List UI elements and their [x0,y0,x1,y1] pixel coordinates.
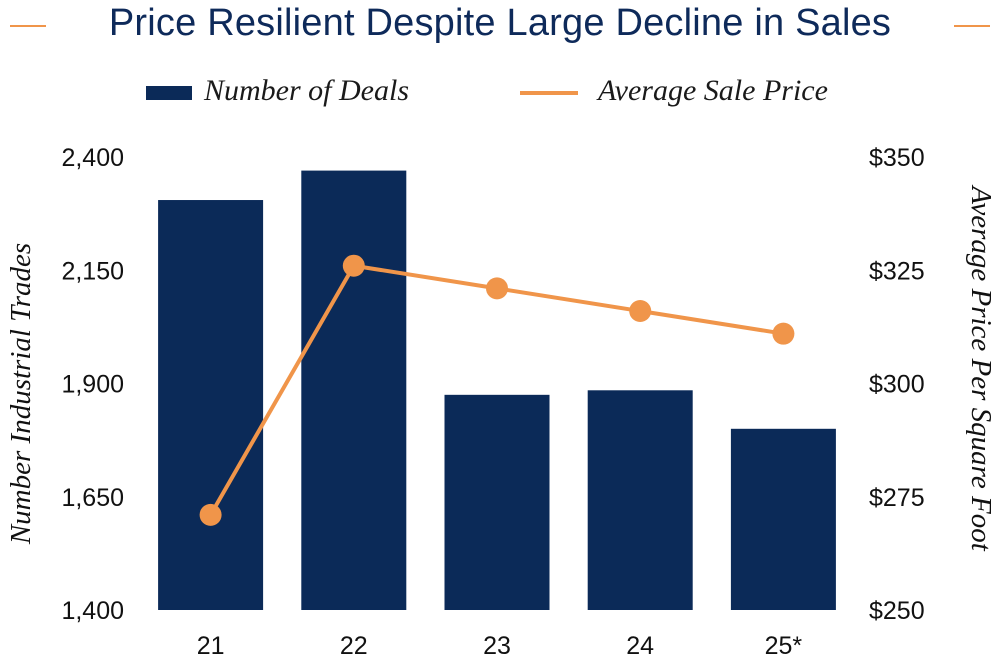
bar-23 [444,394,550,610]
title-dash-right [954,25,990,27]
price-point-23 [486,277,508,300]
legend-swatch-line [520,91,578,95]
y-right-tick: $325 [869,257,925,285]
legend-swatch-bar [146,86,192,100]
y-left-tick: 1,650 [61,484,124,512]
price-point-22 [342,254,365,277]
x-tick: 24 [626,632,654,660]
chart-title: Price Resilient Despite Large Decline in… [108,2,892,44]
x-tick: 21 [197,632,225,660]
x-tick: 22 [340,632,368,660]
legend-label-deals: Number of Deals [204,74,409,107]
y-right-tick: $250 [869,597,925,625]
bar-25* [730,428,836,610]
title-dash-left [10,25,46,27]
y-left-tick: 2,150 [61,257,124,285]
legend-label-price: Average Sale Price [598,74,828,107]
bar-21 [158,200,264,610]
y-left-axis-title: Number Industrial Trades [5,243,37,545]
x-tick: 23 [483,632,511,660]
bar-22 [301,170,407,610]
y-left-tick: 2,400 [61,144,124,172]
bar-24 [587,390,693,610]
price-point-21 [199,503,222,526]
x-tick: 25* [765,632,803,660]
y-right-tick: $350 [869,144,925,172]
y-left-tick: 1,900 [61,371,124,399]
y-left-tick: 1,400 [61,597,124,625]
price-point-25* [772,322,795,345]
y-right-tick: $275 [869,484,925,512]
legend: Number of Deals Average Sale Price [0,72,1000,112]
price-point-24 [629,300,652,323]
chart-title-row: Price Resilient Despite Large Decline in… [0,0,1000,52]
y-right-axis-title: Average Price Per Square Foot [965,184,997,551]
y-right-tick: $300 [869,371,925,399]
